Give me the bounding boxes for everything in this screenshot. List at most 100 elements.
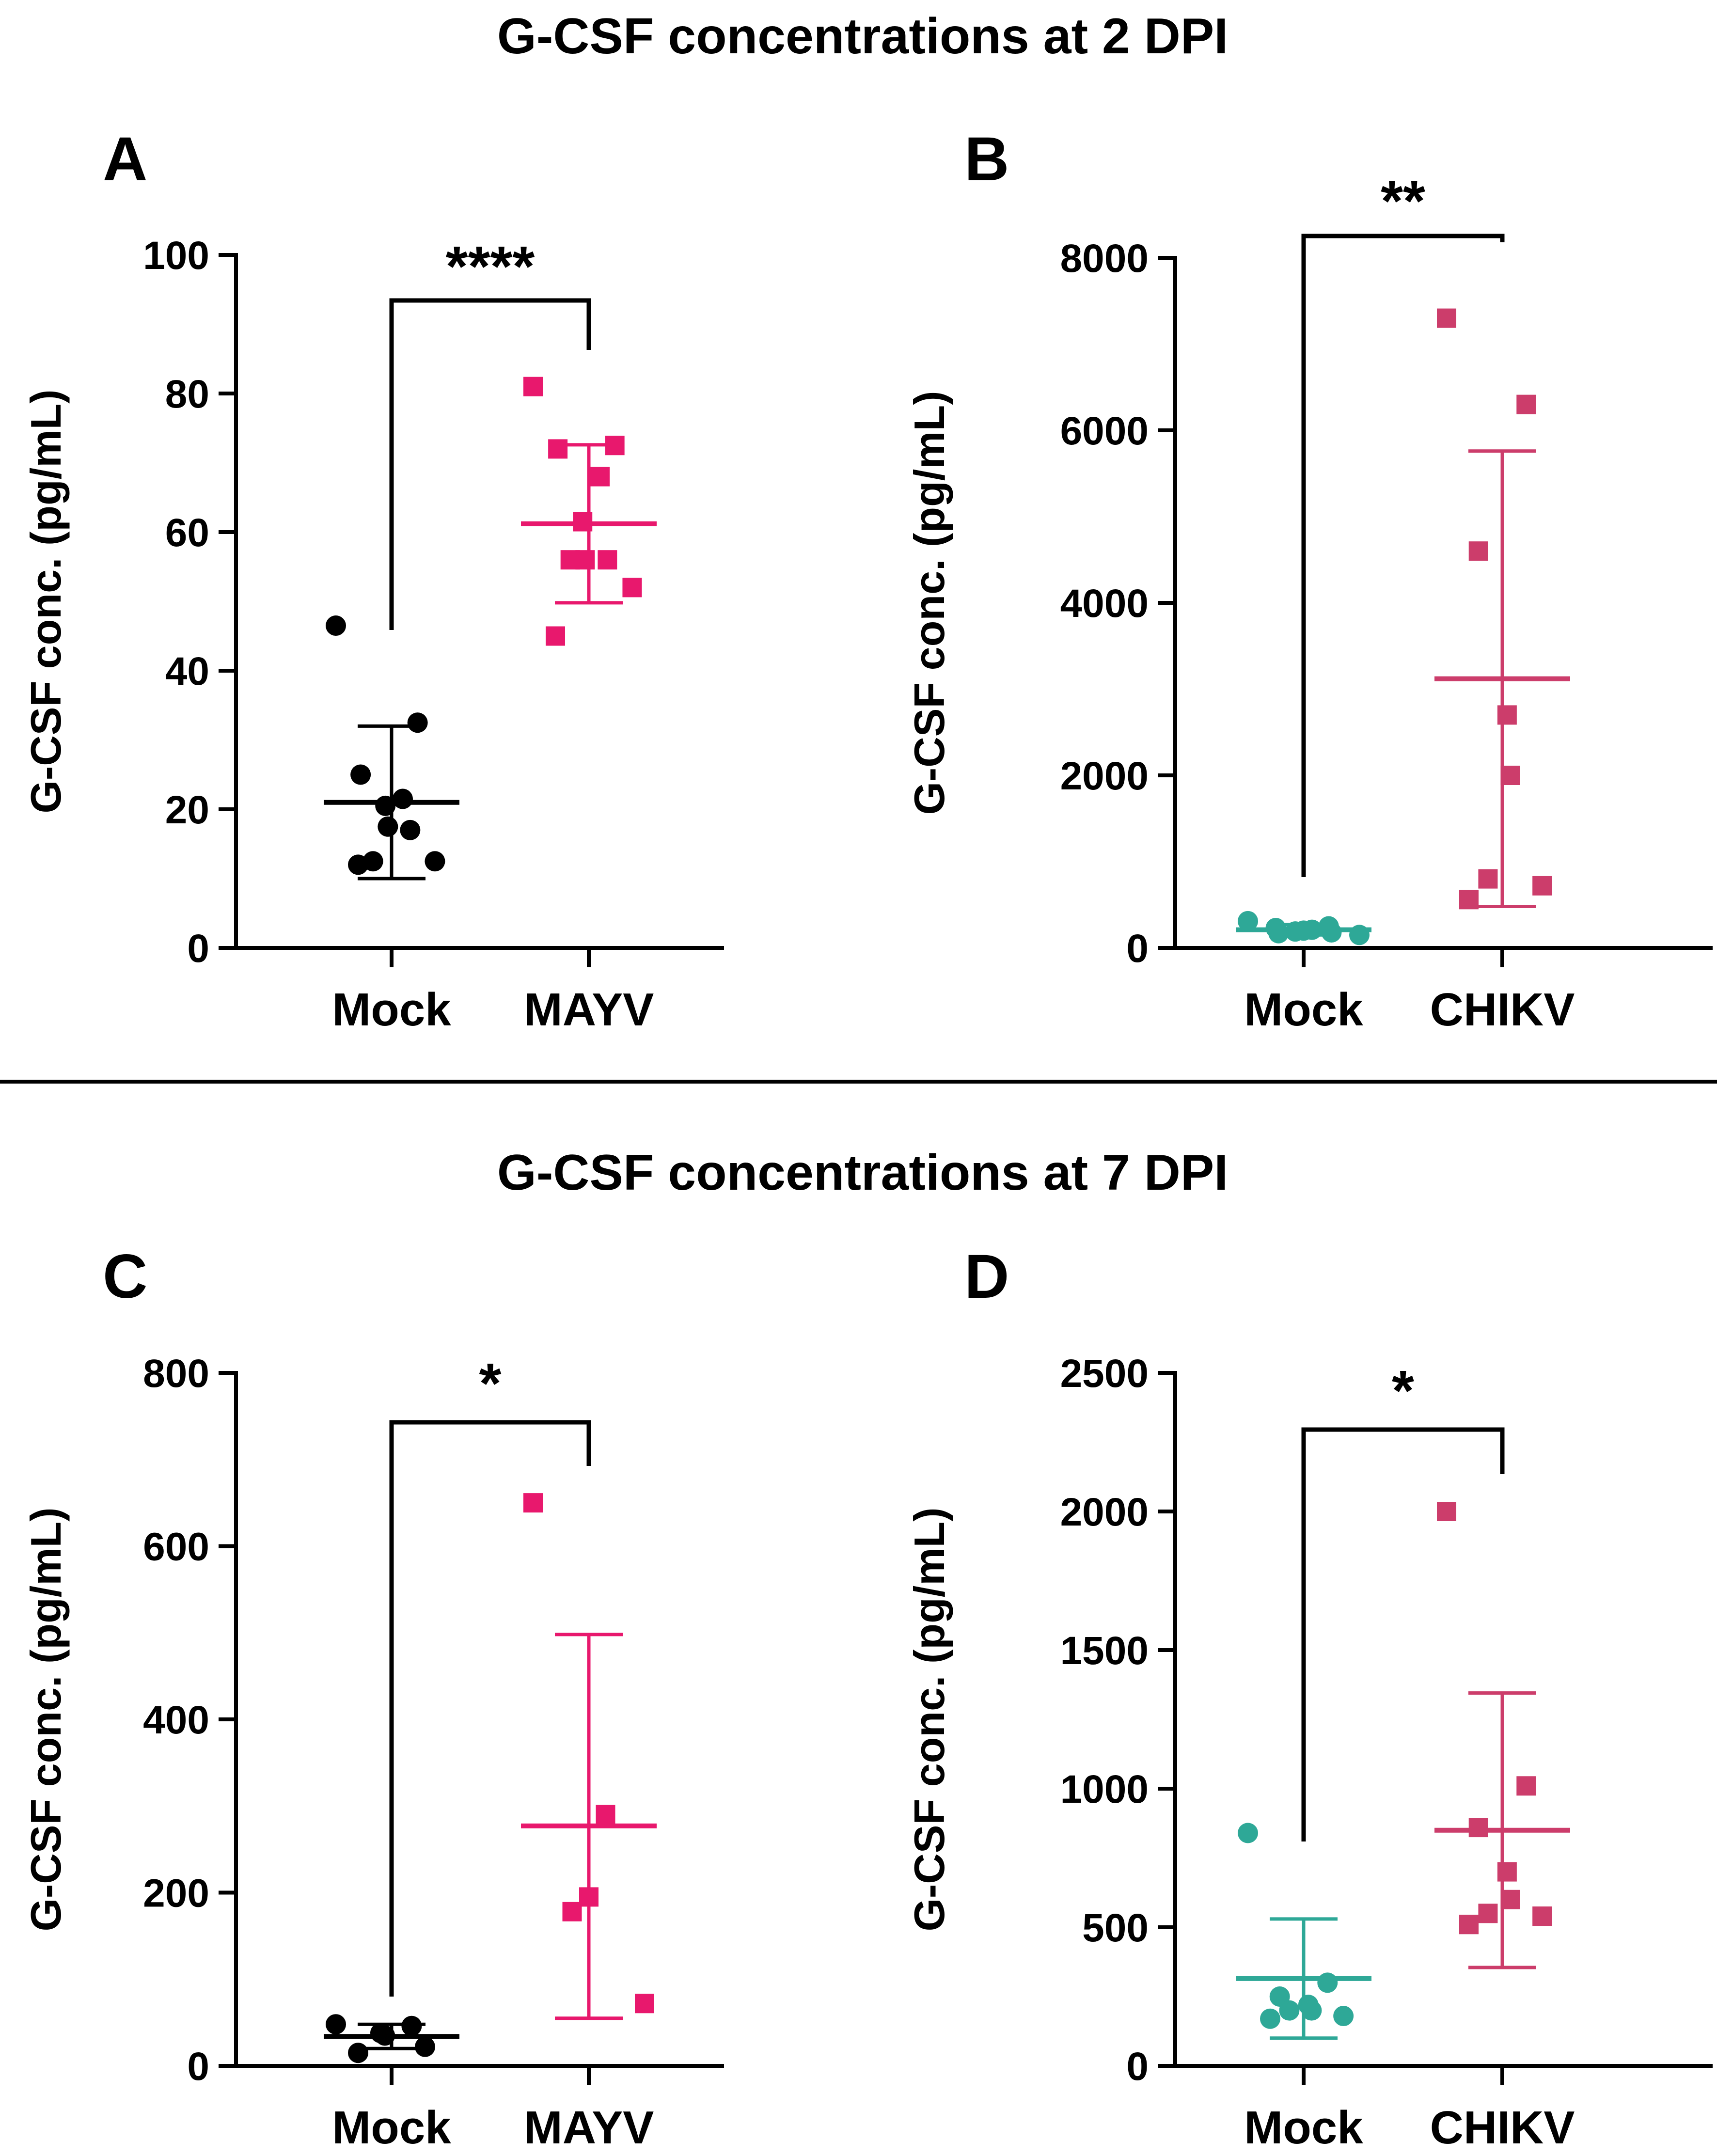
data-point [1301, 2000, 1322, 2021]
data-point [400, 819, 421, 840]
panel-label-a: A [103, 125, 147, 194]
data-point [1321, 922, 1342, 943]
x-tick-label: CHIKV [1430, 2102, 1575, 2154]
significance-stars: * [1392, 1359, 1414, 1423]
x-tick-label: Mock [1244, 2102, 1363, 2154]
y-tick-label: 60 [165, 511, 209, 555]
series-chikv [1434, 308, 1570, 910]
data-point [348, 854, 368, 875]
data-point [407, 712, 428, 733]
x-tick-label: Mock [1244, 984, 1363, 1036]
y-tick-label: 200 [143, 1872, 209, 1916]
y-tick-label: 6000 [1060, 409, 1149, 453]
data-point [1532, 1906, 1552, 1926]
significance-stars: ** [1381, 169, 1425, 233]
panel-b: B G-CSF conc. (pg/mL) 0 2000 4000 6000 8000 Moc… [905, 125, 1713, 1036]
series-mayv [521, 377, 657, 646]
title-7dpi: G-CSF concentrations at 7 DPI [497, 1145, 1228, 1201]
data-point [1437, 1502, 1456, 1521]
data-point [1497, 705, 1517, 725]
data-point [375, 795, 396, 816]
y-tick-label: 1500 [1060, 1629, 1149, 1673]
panel-c: C G-CSF conc. (pg/mL) 0 200 400 600 800 Mock MAY… [22, 1242, 724, 2154]
data-point [350, 764, 371, 785]
data-point [1516, 1776, 1536, 1796]
data-point [326, 2014, 346, 2035]
data-point [1333, 2006, 1354, 2027]
data-point [523, 377, 543, 396]
panel-label-b: B [964, 125, 1009, 194]
data-point [1317, 1972, 1338, 1993]
x-tick-label: MAYV [524, 2102, 654, 2154]
data-point [348, 2043, 368, 2063]
series-mock [1236, 1823, 1371, 2040]
data-point [1468, 1818, 1488, 1838]
y-tick-label: 2500 [1060, 1352, 1149, 1396]
data-point [1260, 2008, 1280, 2029]
data-point [1349, 925, 1370, 945]
panel-d: D G-CSF conc. (pg/mL) 0 500 1000 1500 2000 2500… [905, 1242, 1713, 2154]
data-point [590, 467, 610, 487]
y-axis-label: G-CSF conc. (pg/mL) [22, 389, 70, 813]
data-point [1532, 876, 1552, 896]
data-point [1285, 921, 1306, 942]
y-tick-label: 1000 [1060, 1767, 1149, 1811]
data-point [560, 550, 580, 570]
data-point [1478, 869, 1498, 889]
data-point [622, 578, 642, 598]
data-point [1279, 2000, 1300, 2021]
y-tick-label: 2000 [1060, 1490, 1149, 1534]
title-2dpi: G-CSF concentrations at 2 DPI [497, 8, 1228, 64]
y-tick-label: 0 [1126, 2045, 1149, 2089]
y-tick-label: 0 [187, 2045, 209, 2089]
data-point [605, 436, 625, 456]
x-tick-label: Mock [332, 2102, 451, 2154]
data-point [1497, 1862, 1517, 1882]
panel-label-d: D [964, 1242, 1009, 1311]
data-point [1516, 394, 1536, 414]
x-tick-label: Mock [332, 984, 451, 1036]
series-mock [324, 2014, 459, 2063]
y-tick-label: 40 [165, 649, 209, 693]
data-point [546, 626, 565, 646]
data-point [326, 615, 346, 636]
data-point [425, 851, 445, 872]
significance-bracket [1301, 1427, 1505, 1841]
significance-stars: * [479, 1352, 502, 1416]
data-point [1437, 308, 1456, 328]
y-tick-label: 20 [165, 788, 209, 832]
data-point [378, 816, 398, 837]
data-point [579, 1887, 599, 1907]
data-point [562, 1902, 582, 1921]
data-point [415, 2036, 435, 2057]
data-point [1500, 766, 1520, 785]
data-point [1478, 1904, 1498, 1923]
data-point [1500, 1889, 1520, 1909]
panel-label-c: C [103, 1242, 147, 1311]
significance-stars: **** [446, 235, 535, 299]
y-tick-label: 100 [143, 234, 209, 278]
data-point [573, 512, 593, 532]
data-point [1459, 1915, 1479, 1935]
data-point [1238, 911, 1258, 931]
series-mock [324, 615, 459, 881]
y-axis-label: G-CSF conc. (pg/mL) [22, 1507, 70, 1931]
panel-a: A G-CSF conc. (pg/mL) 0 20 40 60 80 100 Mock MAYV… [22, 125, 724, 1036]
y-tick-label: 0 [1126, 927, 1149, 971]
data-point [1468, 541, 1488, 561]
y-tick-label: 0 [187, 927, 209, 971]
y-tick-label: 400 [143, 1698, 209, 1742]
data-point [548, 439, 568, 459]
data-point [596, 1805, 615, 1825]
y-tick-label: 800 [143, 1352, 209, 1396]
panels: A G-CSF conc. (pg/mL) 0 20 40 60 80 100 Mock MAYV… [22, 125, 1713, 2154]
series-mayv [521, 1493, 657, 2020]
y-axis-label: G-CSF conc. (pg/mL) [905, 391, 953, 815]
series-chikv [1434, 1502, 1570, 1969]
y-tick-label: 4000 [1060, 582, 1149, 626]
y-tick-label: 500 [1082, 1906, 1149, 1950]
y-tick-label: 2000 [1060, 754, 1149, 798]
x-tick-label: CHIKV [1430, 984, 1575, 1036]
y-tick-label: 8000 [1060, 236, 1149, 281]
